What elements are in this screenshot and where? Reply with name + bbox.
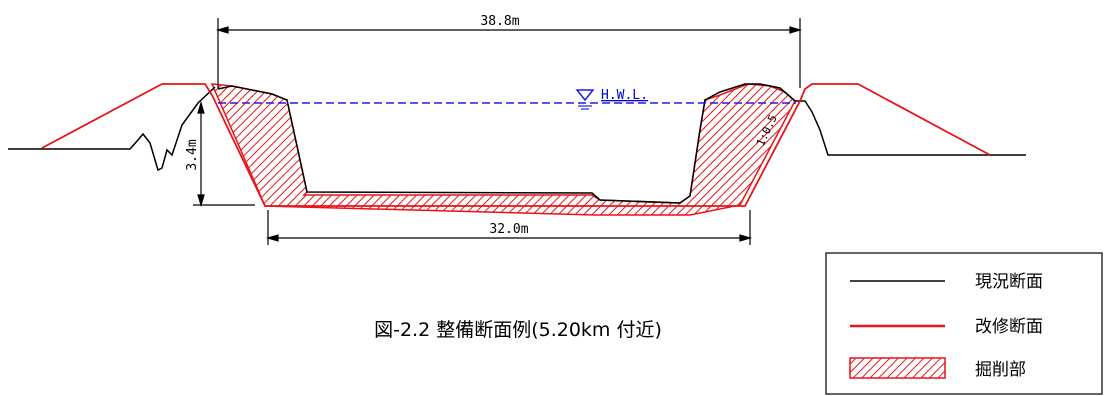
dimension-top-label: 38.8m	[480, 14, 519, 29]
excavation-left-bank	[210, 83, 796, 216]
legend: 現況断面 改修断面 掘削部	[825, 252, 1103, 395]
hwl: H.W.L.	[218, 88, 796, 110]
existing-section	[8, 83, 1026, 204]
dimension-height	[193, 100, 255, 208]
figure-caption: 図-2.2 整備断面例(5.20km 付近)	[374, 319, 662, 341]
improved-left-levee	[41, 83, 991, 207]
legend-existing-label: 現況断面	[975, 272, 1043, 292]
dimension-top	[215, 18, 803, 88]
hwl-marker-icon	[575, 89, 595, 102]
legend-excavation-swatch	[849, 357, 946, 379]
hwl-label: H.W.L.	[601, 88, 648, 103]
dimension-bottom-label: 32.0m	[489, 222, 528, 237]
dimension-bottom	[265, 210, 753, 245]
excavation-area	[210, 83, 796, 216]
dimension-height-label: 3.4m	[185, 139, 200, 170]
legend-excavation-label: 掘削部	[975, 360, 1026, 380]
existing-left-ground	[8, 86, 216, 172]
existing-channel	[217, 83, 1026, 204]
legend-improved-label: 改修断面	[975, 317, 1043, 337]
improved-section	[41, 83, 991, 207]
